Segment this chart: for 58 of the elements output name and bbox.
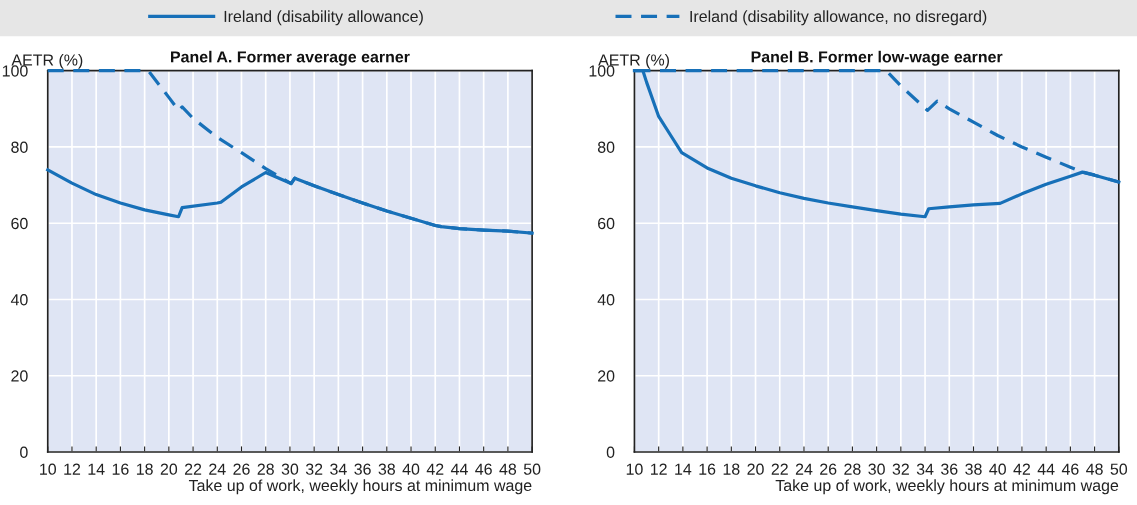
- x-axis-title: Take up of work, weekly hours at minimum wage: [188, 479, 532, 495]
- x-tick-label: 16: [112, 463, 129, 475]
- x-tick-label: 10: [626, 463, 643, 475]
- y-tick-label: 60: [11, 217, 28, 230]
- x-tick-label: 32: [892, 463, 909, 475]
- chart-title: Panel B. Former low-wage earner: [751, 50, 1003, 66]
- x-tick-label: 26: [233, 463, 250, 475]
- x-tick-label: 10: [40, 463, 57, 475]
- x-tick-label: 28: [257, 463, 274, 475]
- x-tick-label: 28: [844, 463, 861, 475]
- x-tick-label: 34: [330, 463, 347, 475]
- y-tick-label: 0: [606, 446, 615, 458]
- x-tick-label: 24: [209, 463, 226, 475]
- x-tick-label: 36: [354, 463, 371, 475]
- x-tick-label: 36: [941, 463, 958, 475]
- y-tick-label: 60: [598, 217, 615, 230]
- y-tick-label: 80: [11, 141, 28, 153]
- y-tick-label: 40: [10, 294, 28, 306]
- x-tick-label: 16: [699, 463, 716, 475]
- x-tick-label: 42: [426, 463, 444, 475]
- x-tick-label: 12: [64, 463, 81, 475]
- x-tick-label: 18: [136, 463, 153, 475]
- x-axis-title: Take up of work, weekly hours at minimum wage: [775, 479, 1119, 495]
- x-tick-label: 22: [771, 463, 788, 475]
- x-tick-label: 12: [651, 463, 667, 475]
- x-tick-label: 38: [378, 463, 395, 475]
- x-tick-label: 26: [820, 463, 837, 475]
- x-tick-label: 46: [1061, 463, 1079, 475]
- x-tick-label: 14: [675, 463, 692, 475]
- x-tick-label: 32: [305, 463, 323, 475]
- x-tick-label: 48: [1086, 463, 1103, 475]
- y-tick-label: 0: [20, 446, 28, 458]
- y-tick-label: 20: [598, 370, 615, 382]
- legend-label: Ireland (disability allowance, no disregard): [690, 10, 987, 26]
- y-tick-label: 40: [597, 294, 615, 306]
- x-tick-label: 18: [723, 463, 740, 475]
- x-tick-label: 34: [916, 463, 934, 475]
- x-tick-label: 30: [281, 463, 299, 475]
- x-tick-label: 46: [475, 463, 492, 475]
- x-tick-label: 50: [1110, 463, 1128, 475]
- y-tick-label: 20: [11, 370, 28, 382]
- x-tick-label: 40: [989, 463, 1006, 475]
- x-tick-label: 50: [523, 463, 541, 475]
- x-tick-label: 44: [450, 463, 468, 475]
- x-tick-label: 40: [402, 463, 420, 475]
- legend-label: Ireland (disability allowance): [224, 10, 423, 26]
- x-tick-label: 14: [88, 463, 105, 475]
- x-tick-label: 22: [184, 463, 202, 475]
- x-tick-label: 48: [499, 463, 517, 475]
- chart-title: Panel A. Former average earner: [171, 50, 410, 66]
- x-tick-label: 24: [795, 463, 813, 475]
- x-tick-label: 20: [160, 463, 178, 475]
- x-tick-label: 42: [1013, 463, 1031, 475]
- x-tick-label: 30: [868, 463, 885, 475]
- x-tick-label: 38: [965, 463, 982, 475]
- x-tick-label: 44: [1037, 463, 1055, 475]
- y-tick-label: 80: [597, 141, 615, 153]
- x-tick-label: 20: [747, 463, 764, 475]
